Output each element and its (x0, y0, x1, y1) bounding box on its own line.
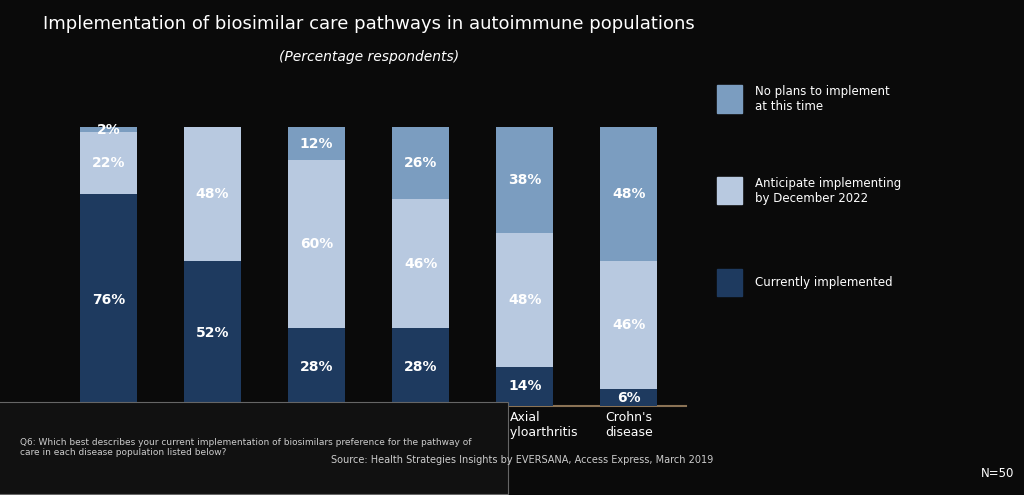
Text: (Percentage respondents): (Percentage respondents) (279, 50, 459, 63)
Text: Implementation of biosimilar care pathways in autoimmune populations: Implementation of biosimilar care pathwa… (43, 15, 694, 33)
Text: 48%: 48% (612, 187, 645, 201)
Bar (288, 160, 345, 328)
Text: 28%: 28% (300, 360, 334, 374)
Bar (288, 328, 345, 406)
Text: 60%: 60% (300, 237, 333, 251)
Text: 12%: 12% (300, 137, 334, 150)
Text: 26%: 26% (404, 156, 437, 170)
Text: Anticipate implementing
by December 2022: Anticipate implementing by December 2022 (755, 177, 901, 204)
Bar (80, 133, 137, 194)
Bar (184, 127, 241, 261)
Bar (497, 233, 553, 367)
Text: 48%: 48% (196, 187, 229, 201)
Text: 22%: 22% (92, 156, 125, 170)
Text: Source: Health Strategies Insights by EVERSANA, Access Express, March 2019: Source: Health Strategies Insights by EV… (331, 455, 714, 465)
Bar (288, 127, 345, 160)
Bar (392, 199, 450, 328)
Bar (497, 367, 553, 406)
Text: Q6: Which best describes your current implementation of biosimilars preference f: Q6: Which best describes your current im… (20, 438, 472, 457)
Text: 2%: 2% (96, 123, 120, 137)
Text: 76%: 76% (92, 293, 125, 307)
Bar (80, 194, 137, 406)
Text: No plans to implement
at this time: No plans to implement at this time (755, 85, 890, 113)
Bar (600, 127, 657, 261)
Text: 38%: 38% (508, 173, 542, 187)
Text: Currently implemented: Currently implemented (755, 276, 892, 289)
Bar (392, 328, 450, 406)
Text: 52%: 52% (196, 326, 229, 341)
Text: N=50: N=50 (980, 467, 1014, 480)
Text: 46%: 46% (612, 318, 645, 332)
Text: 46%: 46% (404, 256, 437, 271)
Text: 6%: 6% (617, 391, 641, 404)
Text: 48%: 48% (508, 293, 542, 307)
Text: 28%: 28% (403, 360, 437, 374)
Bar (497, 127, 553, 233)
Text: 14%: 14% (508, 379, 542, 394)
Bar (600, 389, 657, 406)
Bar (184, 261, 241, 406)
Bar (392, 127, 450, 199)
Bar (80, 127, 137, 133)
Bar (600, 261, 657, 389)
